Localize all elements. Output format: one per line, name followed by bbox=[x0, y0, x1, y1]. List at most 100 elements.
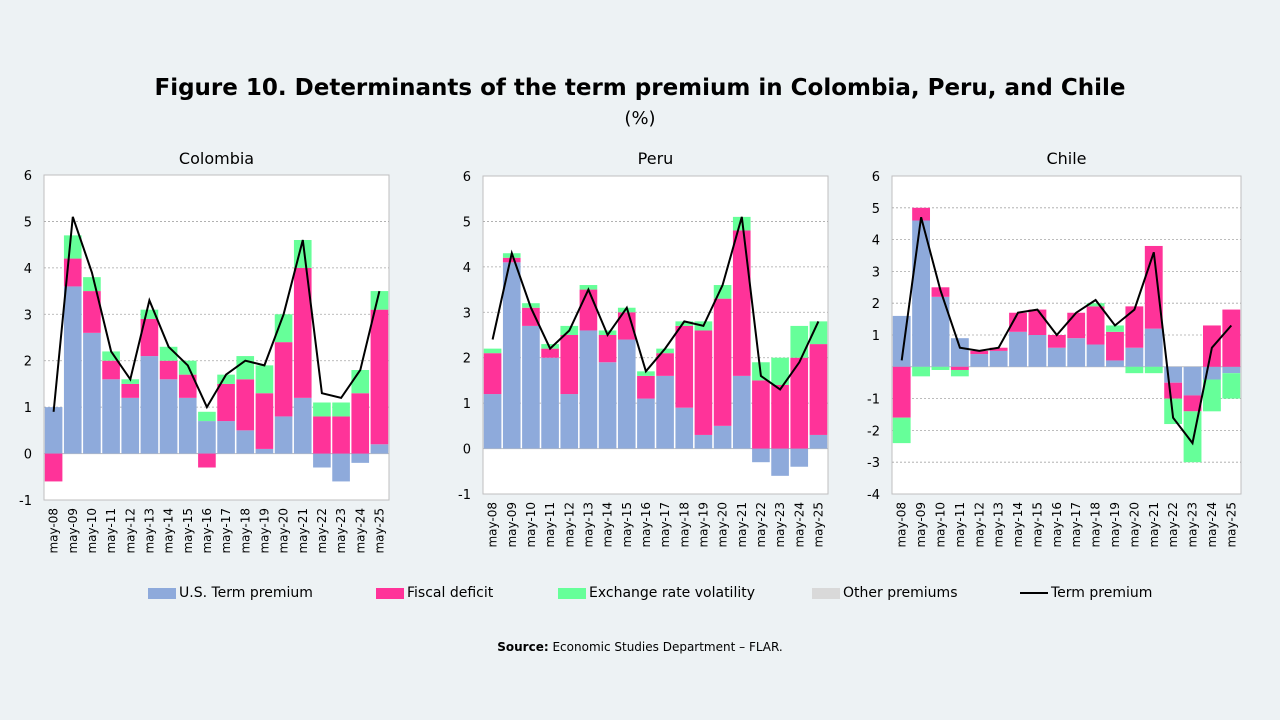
legend-item-other: Other premiums bbox=[812, 585, 957, 601]
chart-colombia: Colombia -1 0 1 2 3 4 5 6 may-08 may-09 may-10 may-1… bbox=[0, 140, 410, 564]
y-tick-label: -4 bbox=[867, 488, 880, 503]
y-tick-label: 6 bbox=[24, 169, 32, 184]
legend-swatch-fiscal bbox=[376, 587, 404, 599]
bar-fiscal bbox=[771, 384, 789, 449]
bar-fx bbox=[771, 357, 789, 385]
y-tick-label: 1 bbox=[24, 401, 32, 416]
bar-fx bbox=[121, 379, 140, 384]
legend-line-term bbox=[1020, 592, 1048, 594]
bar-us bbox=[1222, 366, 1241, 374]
bar-fx bbox=[809, 321, 828, 345]
bar-fx bbox=[332, 402, 350, 417]
chart-colombia-svg: Colombia -1 0 1 2 3 4 5 6 may-08 may-09 may-10 may-1… bbox=[19, 149, 390, 554]
bar-us bbox=[560, 394, 579, 449]
term-premium-line bbox=[52, 216, 381, 412]
x-tick-label: may-16 bbox=[200, 508, 214, 554]
bar-us bbox=[675, 407, 694, 449]
bar-fiscal bbox=[989, 347, 1008, 351]
bar-fx bbox=[892, 417, 911, 444]
y-tick-label: -1 bbox=[458, 488, 471, 503]
x-tick-label: may-24 bbox=[353, 508, 367, 554]
term-premium-line bbox=[900, 217, 1233, 446]
bar-us bbox=[1144, 328, 1163, 367]
bar-fx bbox=[274, 314, 293, 343]
bar-us bbox=[790, 448, 809, 467]
bar-us bbox=[1106, 360, 1124, 367]
bar-fiscal bbox=[598, 335, 617, 363]
x-tick-label: may-25 bbox=[811, 502, 825, 548]
legend-swatch-us bbox=[148, 587, 176, 599]
bar-fiscal bbox=[140, 318, 159, 357]
bar-fiscal bbox=[522, 307, 540, 326]
x-tick-label: may-14 bbox=[601, 502, 615, 548]
bar-fiscal bbox=[752, 380, 770, 449]
y-tick-label: 3 bbox=[463, 306, 471, 321]
y-tick-label: 1 bbox=[872, 329, 880, 344]
bar-fx bbox=[351, 370, 370, 394]
y-tick-label: -2 bbox=[867, 424, 880, 439]
bar-fiscal bbox=[579, 289, 598, 331]
y-tick-label: 0 bbox=[24, 448, 32, 463]
bar-us bbox=[1028, 335, 1047, 367]
bar-us bbox=[370, 444, 389, 454]
bar-fx bbox=[313, 402, 331, 417]
bar-us bbox=[541, 357, 559, 449]
bar-us bbox=[313, 453, 331, 468]
bar-fiscal bbox=[1222, 309, 1241, 367]
x-tick-label: may-25 bbox=[1224, 502, 1238, 548]
bar-us bbox=[732, 375, 751, 449]
bar-fiscal bbox=[293, 267, 312, 398]
bar-fiscal bbox=[656, 353, 674, 376]
bar-us bbox=[522, 325, 540, 449]
bar-fiscal bbox=[274, 342, 293, 417]
bar-us bbox=[140, 356, 159, 454]
x-tick-label: may-13 bbox=[992, 502, 1006, 548]
x-tick-label: may-14 bbox=[1011, 502, 1025, 548]
x-tick-label: may-25 bbox=[372, 508, 386, 554]
bar-fiscal bbox=[313, 416, 331, 454]
bar-fiscal bbox=[970, 350, 989, 355]
x-tick-label: may-23 bbox=[1186, 502, 1200, 548]
bar-fx bbox=[1222, 373, 1241, 399]
y-tick-label: -1 bbox=[19, 494, 32, 509]
bar-fx bbox=[1086, 303, 1105, 307]
x-tick-label: may-16 bbox=[639, 502, 653, 548]
bar-fx bbox=[255, 365, 274, 394]
y-tick-label: 5 bbox=[24, 215, 32, 230]
bar-us bbox=[502, 262, 521, 449]
bar-us bbox=[159, 379, 178, 454]
bar-us bbox=[1086, 344, 1105, 367]
x-tick-label: may-15 bbox=[181, 508, 195, 554]
x-tick-label: may-17 bbox=[1069, 502, 1083, 548]
bar-fiscal bbox=[502, 257, 521, 263]
legend-item-us: U.S. Term premium bbox=[148, 585, 313, 601]
bar-fx bbox=[1202, 379, 1221, 412]
bar-us bbox=[293, 397, 312, 454]
x-tick-label: may-21 bbox=[1147, 502, 1161, 548]
bar-us bbox=[931, 296, 950, 367]
y-tick-label: -3 bbox=[867, 456, 880, 471]
bar-fx bbox=[790, 325, 809, 358]
bar-fiscal bbox=[44, 453, 63, 482]
bar-fx bbox=[198, 411, 216, 422]
bar-fx bbox=[1125, 366, 1144, 374]
bar-us bbox=[351, 453, 370, 463]
bar-us bbox=[752, 448, 770, 463]
x-tick-label: may-23 bbox=[334, 508, 348, 554]
bar-fiscal bbox=[1086, 306, 1105, 345]
chart-peru: Peru -1 0 1 2 3 4 5 6 may-08 may-09 may-10 may-11 may… bbox=[440, 140, 850, 564]
bar-fiscal bbox=[694, 330, 713, 435]
x-tick-label: may-19 bbox=[696, 502, 710, 548]
bar-fx bbox=[675, 321, 694, 326]
x-tick-label: may-20 bbox=[716, 502, 730, 548]
bar-fiscal bbox=[950, 366, 969, 370]
y-tick-label: 2 bbox=[463, 352, 471, 367]
legend-label-term: Term premium bbox=[1051, 585, 1153, 601]
chart-chile: Chile -4 -3 -2 -1 1 2 3 4 5 6 may-08 may-09 may-10 may… bbox=[850, 140, 1260, 564]
x-tick-label: may-09 bbox=[505, 502, 519, 548]
bar-fiscal bbox=[236, 379, 255, 431]
x-tick-label: may-13 bbox=[142, 508, 156, 554]
y-tick-label: 4 bbox=[24, 262, 32, 277]
bar-fx bbox=[656, 348, 674, 354]
x-tick-label: may-17 bbox=[219, 508, 233, 554]
